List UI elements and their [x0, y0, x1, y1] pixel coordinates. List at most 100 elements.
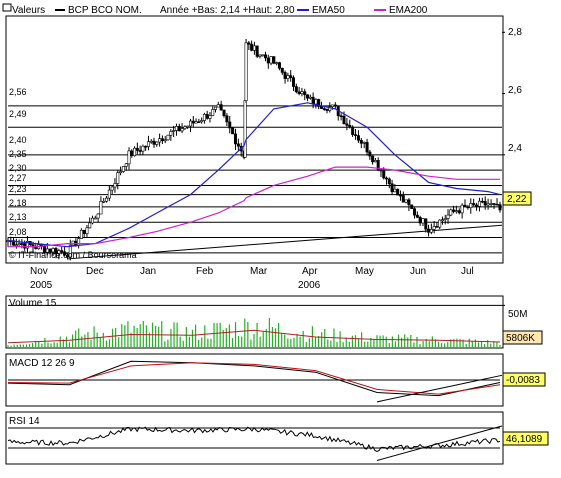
price-candle	[345, 123, 349, 126]
volume-last-value: 5806K	[506, 333, 535, 344]
price-candle	[311, 96, 315, 105]
price-candle	[269, 56, 273, 64]
price-candle	[427, 228, 431, 233]
price-candle	[466, 206, 470, 209]
price-candle	[261, 54, 265, 57]
price-candle	[149, 140, 153, 143]
price-candle	[477, 200, 481, 207]
price-candle	[449, 209, 453, 216]
macd-last-value: -0,0083	[506, 375, 540, 386]
price-candle	[407, 199, 411, 206]
month-label: May	[355, 266, 374, 277]
price-candle	[365, 142, 369, 153]
rsi-last-value: 46,1089	[506, 434, 543, 445]
macd-last-badge	[502, 372, 546, 387]
price-candle	[180, 128, 184, 132]
price-candle	[339, 115, 343, 118]
price-candle	[172, 130, 176, 132]
level-label: 2,27	[9, 173, 27, 183]
price-candle	[275, 62, 279, 64]
price-candle	[452, 209, 456, 212]
price-candle	[410, 204, 414, 209]
macd-series-group	[7, 360, 503, 403]
price-candle	[424, 218, 428, 230]
price-candle	[382, 170, 386, 179]
price-candle	[393, 188, 397, 193]
rsi-line	[7, 426, 501, 452]
ticker-label: BCP BCO NOM.	[68, 5, 142, 16]
price-candle	[54, 248, 58, 255]
price-candle	[328, 106, 332, 111]
rsi-last-badge	[502, 431, 549, 446]
price-candle	[133, 147, 137, 156]
price-candle	[486, 203, 490, 206]
price-candle	[174, 126, 178, 131]
year-range-stats: Année +Bas: 2,14 +Haut: 2,80	[160, 5, 295, 16]
price-candle	[446, 214, 450, 219]
price-candle	[272, 56, 276, 64]
price-candle	[228, 121, 232, 129]
price-candle	[292, 77, 296, 87]
price-candle	[325, 108, 329, 111]
price-candle	[96, 213, 100, 219]
price-candle	[155, 141, 159, 145]
price-candle	[331, 104, 335, 107]
price-candle	[208, 115, 212, 119]
price-candle	[498, 204, 502, 211]
month-label: Nov	[30, 266, 48, 277]
price-candle	[152, 140, 156, 145]
price-candle	[387, 178, 391, 185]
price-candle	[127, 150, 131, 165]
price-candle	[116, 172, 120, 184]
price-candle	[244, 42, 248, 101]
price-candle	[418, 217, 422, 224]
price-candle	[379, 169, 383, 172]
price-candle	[300, 91, 304, 94]
price-candle	[200, 120, 204, 123]
price-candle	[130, 150, 134, 156]
price-candle	[20, 243, 24, 245]
price-candle	[362, 142, 366, 144]
rsi-series-group	[7, 425, 503, 461]
price-candle	[457, 210, 461, 214]
price-candle	[45, 248, 49, 253]
price-candle	[93, 217, 97, 220]
price-candle	[119, 171, 123, 174]
price-candle	[110, 186, 114, 191]
price-candle	[51, 248, 55, 253]
price-candle	[317, 99, 321, 107]
price-candle	[57, 250, 61, 255]
price-candle	[264, 54, 268, 59]
volume-title: Volume 15	[9, 298, 57, 309]
ema200-line	[8, 166, 500, 248]
price-candle	[483, 201, 487, 206]
price-candle	[359, 140, 363, 144]
level-label: 2,08	[9, 227, 27, 237]
price-candle	[160, 138, 164, 142]
valeurs-label: Valeurs	[12, 5, 45, 16]
level-label: 2,49	[9, 109, 27, 119]
price-candle	[489, 203, 493, 205]
rsi-trend-line	[376, 425, 503, 461]
price-candle	[368, 151, 372, 157]
price-candle	[60, 250, 64, 253]
level-label: 2,35	[9, 149, 27, 159]
price-candle	[286, 75, 290, 79]
price-candle	[158, 138, 162, 143]
valeurs-checkbox[interactable]	[2, 3, 12, 12]
price-candle	[432, 226, 436, 230]
month-label: Feb	[196, 266, 214, 277]
price-candle	[88, 222, 92, 229]
price-candle	[277, 62, 281, 69]
price-candle	[472, 203, 476, 206]
price-candle	[194, 121, 198, 124]
year-label: 2006	[298, 280, 321, 291]
price-candle	[202, 113, 206, 121]
price-candle	[266, 57, 270, 64]
macd-title: MACD 12 26 9	[9, 358, 75, 369]
volume-last-badge	[502, 330, 543, 345]
price-candle	[351, 126, 355, 135]
month-label: Jul	[461, 266, 474, 277]
price-candle	[205, 113, 209, 119]
